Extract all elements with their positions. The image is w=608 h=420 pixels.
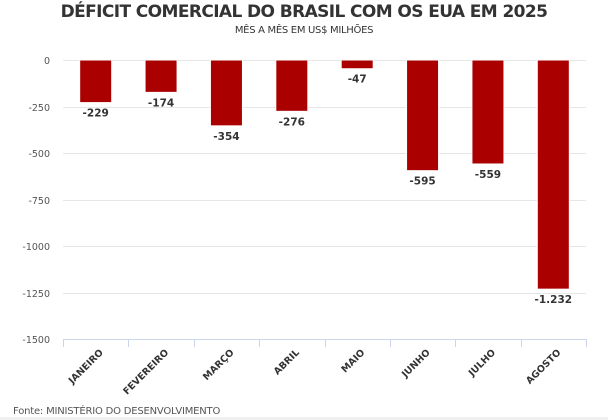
data-label: -595 <box>409 176 435 188</box>
bar[interactable] <box>471 59 505 165</box>
y-tick-label: -1000 <box>22 242 50 253</box>
data-label: -1.232 <box>535 294 573 306</box>
y-tick-label: -750 <box>28 196 50 207</box>
data-label: -229 <box>83 108 109 120</box>
y-tick-label: -1500 <box>22 335 50 346</box>
x-tick-label: MARÇO <box>201 347 236 382</box>
bars <box>79 59 570 290</box>
bar[interactable] <box>275 59 309 112</box>
x-tick-label: JANEIRO <box>66 347 106 387</box>
data-label: -354 <box>213 131 239 143</box>
data-label: -47 <box>348 74 367 86</box>
y-tick-label: 0 <box>44 56 50 67</box>
data-labels: -229 -174 -354 -276 -47 -595 -559 -1.232 <box>83 74 573 306</box>
bar[interactable] <box>79 59 113 104</box>
data-label: -276 <box>279 116 305 128</box>
y-tick-label: -500 <box>28 149 50 160</box>
bar[interactable] <box>536 59 570 290</box>
data-label: -174 <box>148 97 174 109</box>
bar[interactable] <box>340 59 374 70</box>
x-tick-label: MAIO <box>339 347 367 375</box>
x-tick-label: JULHO <box>466 347 498 379</box>
bar[interactable] <box>144 59 178 93</box>
x-axis: JANEIRO FEVEREIRO MARÇO ABRIL MAIO JUNHO JULHO… <box>63 339 587 397</box>
y-axis: 0 -250 -500 -750 -1000 -1250 -1500 <box>22 56 50 346</box>
bottom-band <box>0 417 608 420</box>
gridlines <box>63 60 586 294</box>
x-tick-label: AGOSTO <box>524 347 563 386</box>
data-label: -559 <box>475 169 501 181</box>
source-note: Fonte: MINISTÉRIO DO DESENVOLVIMENTO <box>13 406 221 417</box>
x-tick-label: ABRIL <box>272 347 302 377</box>
chart-title: DÉFICIT COMERCIAL DO BRASIL COM OS EUA E… <box>60 2 548 22</box>
x-tick-label: FEVEREIRO <box>121 347 171 397</box>
y-tick-label: -1250 <box>22 289 50 300</box>
x-tick-label: JUNHO <box>399 347 432 380</box>
chart-subtitle: MÊS A MÊS EM US$ MILHÕES <box>234 25 374 36</box>
bar[interactable] <box>209 59 243 127</box>
bar[interactable] <box>406 59 440 172</box>
y-tick-label: -250 <box>28 103 50 114</box>
